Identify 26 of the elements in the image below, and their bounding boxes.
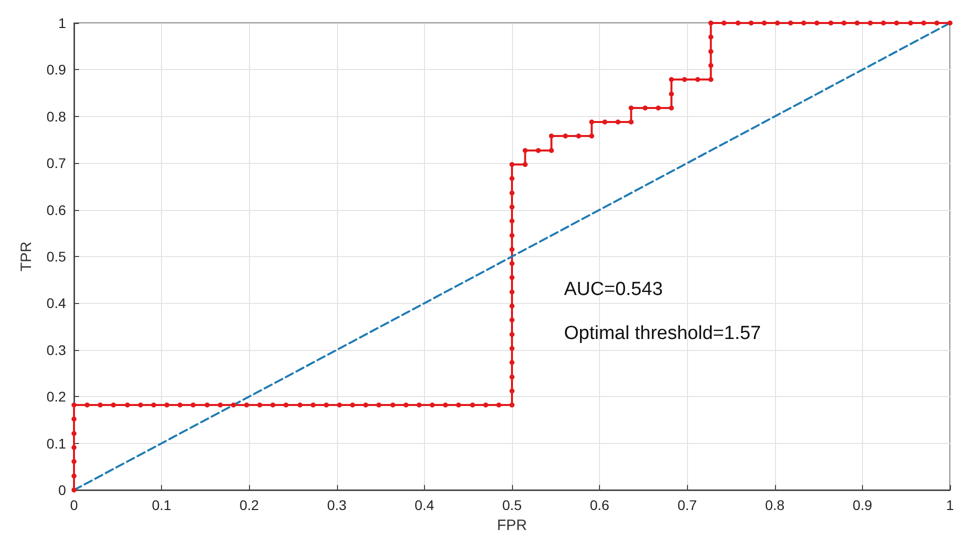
x-tick-label: 0.7: [677, 497, 698, 513]
y-tick-label: 0.3: [46, 342, 66, 358]
y-tick-label: 0.8: [46, 108, 66, 124]
annotation: Optimal threshold=1.57: [564, 323, 761, 344]
y-tick-label: 1: [58, 15, 66, 31]
y-axis-title: TPR: [18, 241, 35, 272]
y-tick-label: 0.2: [46, 388, 66, 405]
y-tick-label: 0.1: [46, 435, 66, 452]
x-tick-label: 0: [70, 497, 78, 513]
y-tick-label: 0: [58, 482, 66, 498]
x-tick-label: 0.9: [852, 497, 872, 513]
x-tick-label: 0.1: [152, 497, 172, 513]
x-tick-label: 0.2: [239, 497, 260, 513]
y-tick-label: 0.7: [46, 155, 66, 172]
x-axis-title: FPR: [497, 517, 528, 534]
x-tick-label: 0.6: [590, 497, 610, 513]
y-tick-label: 0.4: [46, 295, 66, 312]
x-tick-label: 0.4: [414, 497, 434, 513]
x-tick-label: 0.3: [327, 497, 347, 513]
annotation: AUC=0.543: [564, 279, 663, 300]
x-tick-label: 0.8: [765, 497, 785, 513]
y-tick-label: 0.6: [46, 202, 66, 218]
y-tick-label: 0.5: [46, 248, 66, 264]
y-tick-label: 0.9: [46, 62, 66, 78]
x-tick-label: 0.5: [502, 497, 522, 513]
x-tick-label: 1: [946, 497, 954, 513]
